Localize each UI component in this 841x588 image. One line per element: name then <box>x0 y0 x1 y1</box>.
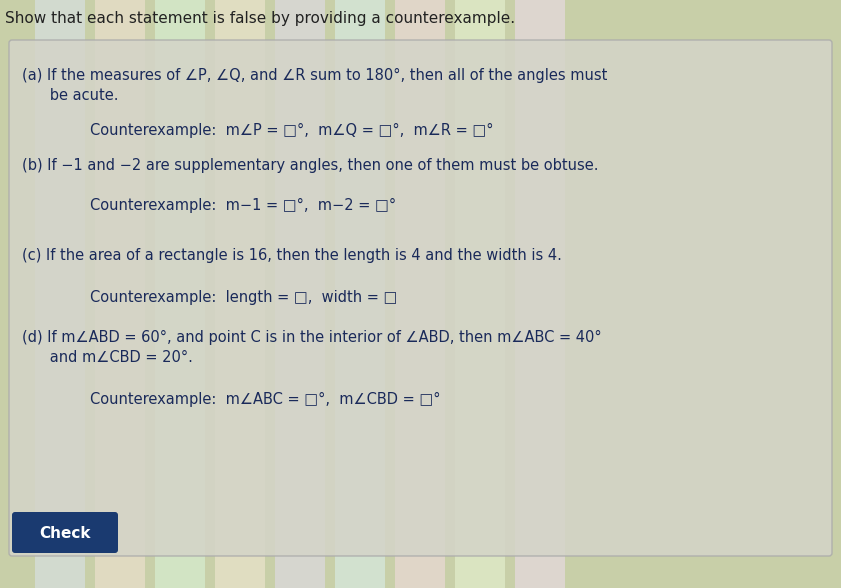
Text: Show that each statement is false by providing a counterexample.: Show that each statement is false by pro… <box>5 11 516 25</box>
Text: (b) If −1 and −2 are supplementary angles, then one of them must be obtuse.: (b) If −1 and −2 are supplementary angle… <box>22 158 599 173</box>
Text: Counterexample:  m∠ABC = □°,  m∠CBD = □°: Counterexample: m∠ABC = □°, m∠CBD = □° <box>90 392 441 407</box>
Text: Counterexample:  m−1 = □°,  m−2 = □°: Counterexample: m−1 = □°, m−2 = □° <box>90 198 396 213</box>
Text: (a) If the measures of ∠P, ∠Q, and ∠R sum to 180°, then all of the angles must: (a) If the measures of ∠P, ∠Q, and ∠R su… <box>22 68 607 83</box>
Bar <box>455 0 505 588</box>
Bar <box>95 0 145 588</box>
Bar <box>35 0 85 588</box>
Text: (d) If m∠ABD = 60°, and point C is in the interior of ∠ABD, then m∠ABC = 40°: (d) If m∠ABD = 60°, and point C is in th… <box>22 330 601 345</box>
Text: Counterexample:  length = □,  width = □: Counterexample: length = □, width = □ <box>90 290 398 305</box>
Bar <box>395 0 445 588</box>
Bar <box>335 0 385 588</box>
FancyBboxPatch shape <box>12 512 118 553</box>
Bar <box>155 0 205 588</box>
Text: Counterexample:  m∠P = □°,  m∠Q = □°,  m∠R = □°: Counterexample: m∠P = □°, m∠Q = □°, m∠R … <box>90 123 494 138</box>
Text: and m∠CBD = 20°.: and m∠CBD = 20°. <box>22 350 193 365</box>
Text: (c) If the area of a rectangle is 16, then the length is 4 and the width is 4.: (c) If the area of a rectangle is 16, th… <box>22 248 562 263</box>
Bar <box>215 0 265 588</box>
Bar <box>275 0 325 588</box>
Text: Check: Check <box>40 526 91 540</box>
Bar <box>515 0 565 588</box>
FancyBboxPatch shape <box>9 40 832 556</box>
Text: be acute.: be acute. <box>22 88 119 103</box>
